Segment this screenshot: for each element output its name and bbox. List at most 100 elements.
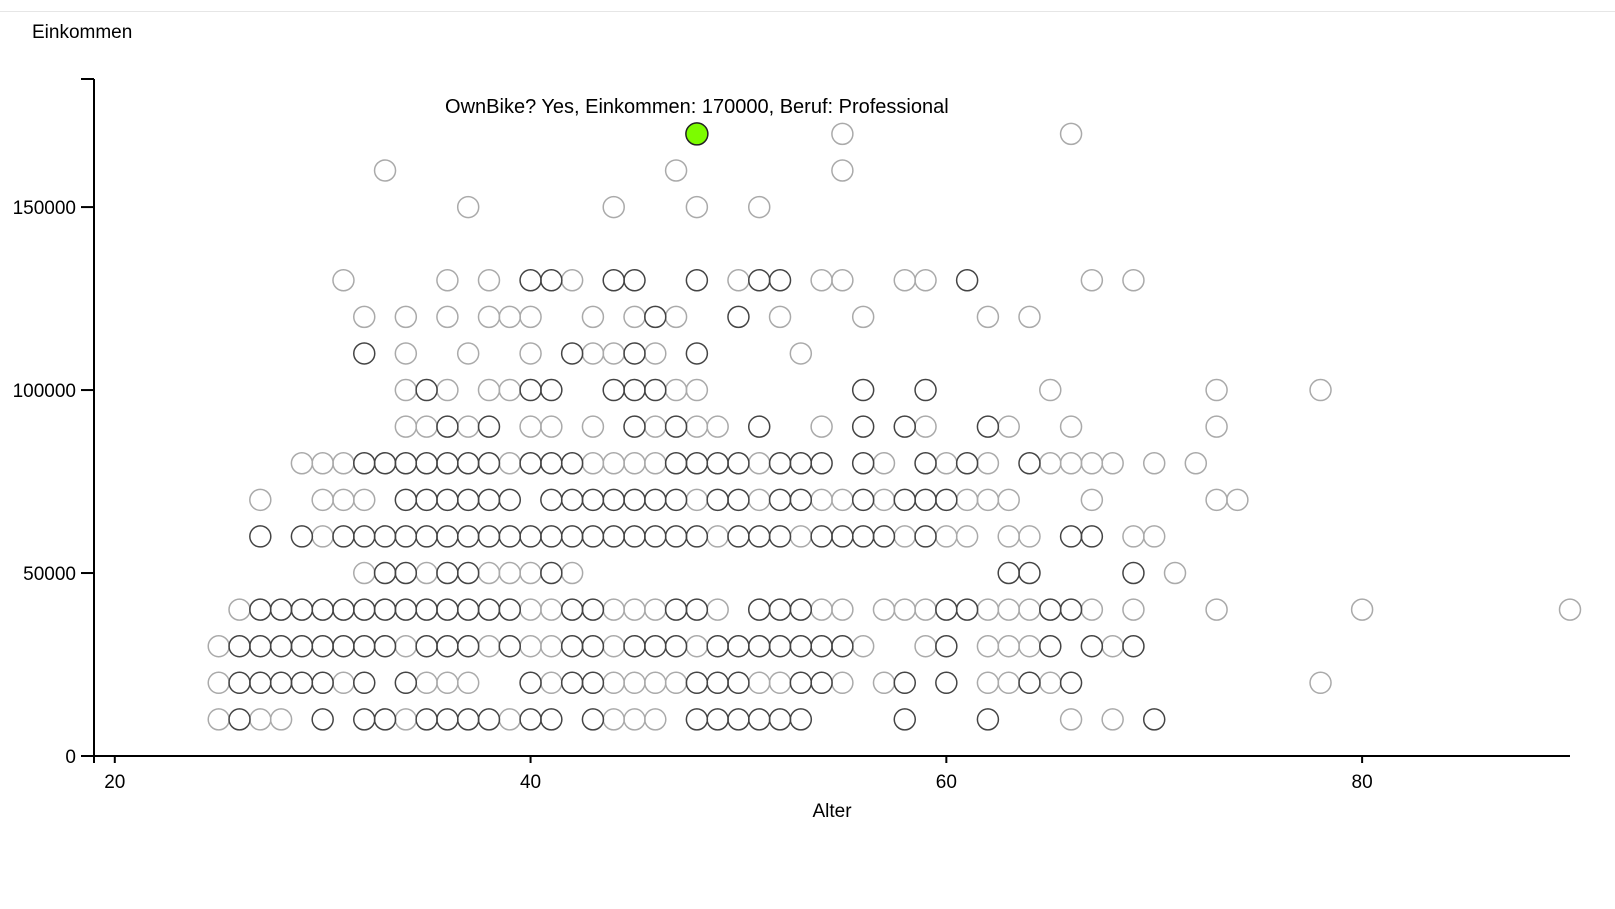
data-point[interactable] — [935, 671, 958, 695]
data-point[interactable] — [893, 708, 917, 731]
data-point[interactable] — [1039, 598, 1062, 621]
data-point[interactable] — [519, 451, 542, 475]
data-point[interactable] — [477, 451, 501, 475]
data-point[interactable] — [1205, 378, 1228, 402]
data-point[interactable] — [332, 269, 355, 292]
data-point[interactable] — [1309, 378, 1332, 402]
data-point[interactable] — [1226, 488, 1249, 512]
data-point[interactable] — [477, 415, 501, 438]
data-point[interactable] — [415, 378, 438, 402]
data-point[interactable] — [976, 415, 1000, 438]
data-point[interactable] — [456, 634, 480, 658]
data-point[interactable] — [644, 342, 667, 365]
data-point[interactable] — [976, 708, 1000, 731]
data-point[interactable] — [415, 415, 438, 438]
data-point[interactable] — [456, 598, 480, 621]
data-point[interactable] — [540, 451, 563, 475]
data-point[interactable] — [623, 269, 646, 292]
data-point[interactable] — [519, 342, 542, 365]
data-point[interactable] — [477, 634, 501, 658]
data-point[interactable] — [228, 671, 251, 695]
data-point[interactable] — [415, 451, 438, 475]
data-point[interactable] — [498, 525, 522, 548]
data-point[interactable] — [249, 671, 272, 695]
data-point[interactable] — [436, 708, 459, 731]
data-point[interactable] — [269, 634, 293, 658]
data-point[interactable] — [394, 305, 418, 329]
data-point[interactable] — [810, 269, 833, 292]
data-point[interactable] — [373, 634, 397, 658]
data-point[interactable] — [644, 378, 667, 402]
data-point[interactable] — [332, 451, 355, 475]
data-point[interactable] — [664, 634, 688, 658]
data-point[interactable] — [623, 708, 646, 731]
data-point[interactable] — [602, 451, 625, 475]
data-point[interactable] — [477, 708, 501, 731]
data-point[interactable] — [477, 561, 501, 585]
data-point[interactable] — [560, 451, 584, 475]
data-point[interactable] — [456, 671, 480, 695]
data-point[interactable] — [935, 525, 958, 548]
data-point[interactable] — [789, 598, 813, 621]
data-point[interactable] — [1558, 598, 1582, 621]
data-point[interactable] — [706, 415, 729, 438]
data-point[interactable] — [872, 451, 896, 475]
data-point[interactable] — [685, 415, 709, 438]
data-point[interactable] — [477, 269, 501, 292]
data-point[interactable] — [789, 634, 813, 658]
data-point[interactable] — [976, 451, 1000, 475]
data-point[interactable] — [644, 525, 667, 548]
data-point[interactable] — [664, 305, 688, 329]
data-point[interactable] — [436, 634, 459, 658]
data-point[interactable] — [456, 415, 480, 438]
data-point[interactable] — [498, 378, 522, 402]
data-point[interactable] — [581, 488, 605, 512]
data-point[interactable] — [935, 451, 958, 475]
data-point[interactable] — [519, 634, 542, 658]
data-point[interactable] — [955, 598, 979, 621]
data-point[interactable] — [560, 488, 584, 512]
data-point[interactable] — [498, 561, 522, 585]
data-point[interactable] — [664, 525, 688, 548]
data-point[interactable] — [685, 598, 709, 621]
data-point[interactable] — [831, 525, 854, 548]
data-point[interactable] — [436, 671, 459, 695]
data-point[interactable] — [789, 488, 813, 512]
data-point[interactable] — [893, 525, 917, 548]
data-point[interactable] — [311, 451, 334, 475]
data-point[interactable] — [935, 598, 958, 621]
data-point[interactable] — [1205, 415, 1228, 438]
data-point[interactable] — [664, 415, 688, 438]
data-point[interactable] — [456, 342, 480, 365]
data-point[interactable] — [644, 415, 667, 438]
data-point[interactable] — [955, 451, 979, 475]
data-point[interactable] — [415, 671, 438, 695]
data-point[interactable] — [602, 598, 625, 621]
data-point[interactable] — [789, 708, 813, 731]
data-point[interactable] — [727, 634, 750, 658]
data-point[interactable] — [935, 634, 958, 658]
data-point[interactable] — [955, 269, 979, 292]
data-point[interactable] — [1101, 708, 1124, 731]
data-point[interactable] — [1018, 598, 1041, 621]
data-point[interactable] — [768, 305, 792, 329]
data-point[interactable] — [581, 634, 605, 658]
data-point[interactable] — [831, 122, 854, 146]
data-point[interactable] — [249, 708, 272, 731]
data-point[interactable] — [623, 671, 646, 695]
data-point[interactable] — [498, 708, 522, 731]
data-point[interactable] — [810, 671, 833, 695]
data-point[interactable] — [311, 634, 334, 658]
data-point[interactable] — [706, 708, 729, 731]
data-point[interactable] — [602, 634, 625, 658]
data-point[interactable] — [456, 488, 480, 512]
data-point[interactable] — [914, 598, 937, 621]
data-point[interactable] — [706, 488, 729, 512]
data-point[interactable] — [872, 598, 896, 621]
data-point[interactable] — [353, 671, 376, 695]
data-point[interactable] — [706, 451, 729, 475]
data-point[interactable] — [664, 598, 688, 621]
data-point[interactable] — [1122, 561, 1145, 585]
data-point[interactable] — [373, 561, 397, 585]
data-point[interactable] — [560, 561, 584, 585]
